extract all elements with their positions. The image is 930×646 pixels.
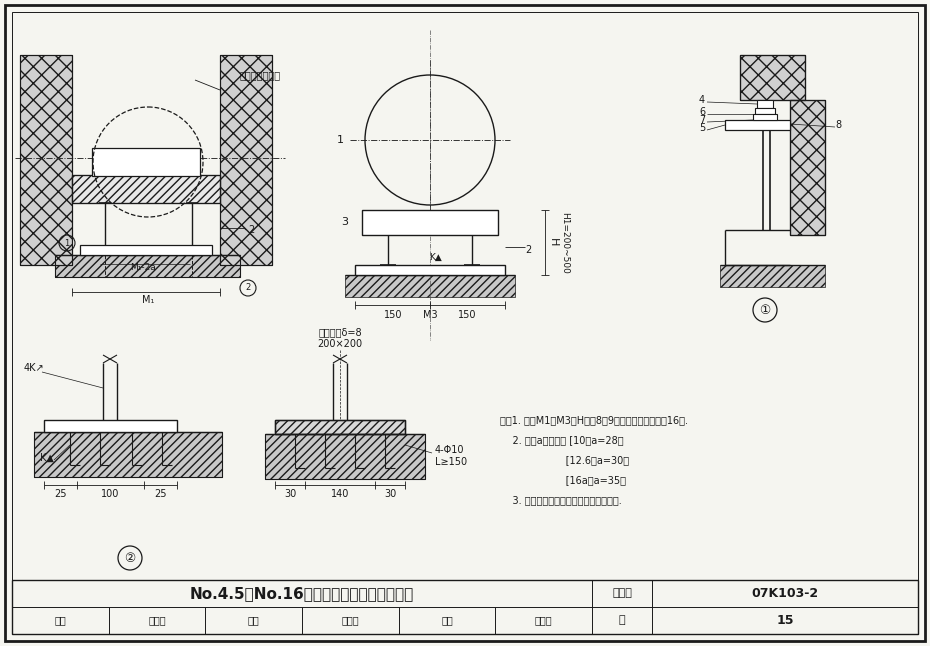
- Text: 3. 支座安装完毕，不得有歪斜扭曲现象.: 3. 支座安装完毕，不得有歪斜扭曲现象.: [500, 495, 622, 505]
- Text: 1: 1: [337, 135, 343, 145]
- Bar: [34, 432, 222, 477]
- Text: 傅建勋: 傅建勋: [148, 616, 166, 625]
- Bar: [740, 55, 805, 100]
- Text: 陈英华: 陈英华: [535, 616, 552, 625]
- Text: 15: 15: [777, 614, 793, 627]
- Text: 图集号: 图集号: [612, 589, 632, 598]
- Bar: [44, 420, 177, 432]
- Text: M₁: M₁: [141, 295, 154, 305]
- Bar: [720, 265, 825, 287]
- Bar: [755, 108, 775, 114]
- Bar: [265, 434, 425, 479]
- Text: 4: 4: [698, 95, 705, 105]
- Bar: [790, 100, 825, 235]
- Bar: [740, 55, 805, 100]
- Text: 4-Φ10: 4-Φ10: [435, 445, 464, 455]
- Bar: [92, 148, 200, 176]
- Text: M3: M3: [423, 310, 437, 320]
- Bar: [72, 175, 220, 203]
- Text: H: H: [548, 238, 558, 247]
- Text: 140: 140: [331, 489, 349, 499]
- Text: [12.6，a=30；: [12.6，a=30；: [500, 455, 629, 465]
- Text: 3: 3: [341, 217, 349, 227]
- Bar: [55, 255, 240, 277]
- Text: H1=200~500: H1=200~500: [561, 211, 569, 273]
- Bar: [275, 420, 405, 434]
- Text: 25: 25: [153, 489, 166, 499]
- Bar: [20, 55, 72, 265]
- Text: 7: 7: [698, 115, 705, 125]
- Text: No.4.5～No.16防烟、排烟风机钔支座安装: No.4.5～No.16防烟、排烟风机钔支座安装: [190, 586, 414, 601]
- Bar: [34, 432, 222, 477]
- Bar: [355, 265, 505, 275]
- Text: L≥150: L≥150: [435, 457, 467, 467]
- Text: 页: 页: [618, 616, 625, 625]
- Bar: [265, 434, 425, 479]
- Bar: [220, 55, 272, 265]
- Text: 2: 2: [246, 284, 250, 293]
- Text: 1: 1: [64, 238, 70, 247]
- Text: ①: ①: [760, 304, 771, 317]
- Text: 4K↗: 4K↗: [24, 363, 45, 373]
- Bar: [790, 100, 825, 235]
- Text: 150: 150: [384, 310, 403, 320]
- Text: 审核: 审核: [55, 616, 66, 625]
- Bar: [12, 580, 918, 634]
- Bar: [345, 275, 515, 297]
- Bar: [220, 55, 272, 265]
- Text: K▲: K▲: [429, 253, 442, 262]
- Text: 注：1. 尺寸M1、M3、H见第8、9页，材料明细表见第16页.: 注：1. 尺寸M1、M3、H见第8、9页，材料明细表见第16页.: [500, 415, 688, 425]
- Text: [16a，a=35；: [16a，a=35；: [500, 475, 626, 485]
- Text: 防火柔性连接管: 防火柔性连接管: [240, 70, 281, 80]
- Text: 30: 30: [384, 489, 396, 499]
- Text: K▲: K▲: [40, 453, 54, 463]
- Text: 姚学宽: 姚学宽: [341, 616, 359, 625]
- Text: 5: 5: [698, 123, 705, 133]
- Text: 8: 8: [835, 120, 841, 130]
- Text: 2: 2: [525, 245, 531, 255]
- Bar: [55, 255, 240, 277]
- Text: 200×200: 200×200: [317, 339, 363, 349]
- Bar: [80, 245, 212, 255]
- Text: M₁-2a: M₁-2a: [130, 264, 156, 273]
- Text: 150: 150: [458, 310, 476, 320]
- Text: 校对: 校对: [247, 616, 259, 625]
- Text: 6: 6: [698, 107, 705, 117]
- Bar: [753, 114, 777, 120]
- Bar: [725, 120, 790, 130]
- Text: 30: 30: [284, 489, 296, 499]
- Text: 100: 100: [100, 489, 119, 499]
- Bar: [362, 210, 498, 235]
- Bar: [757, 100, 773, 108]
- Text: 2: 2: [248, 225, 254, 235]
- Text: 25: 25: [54, 489, 66, 499]
- Text: 预埋钐板δ=8: 预埋钐板δ=8: [318, 327, 362, 337]
- Text: 2. 尺寸a：当槽架 [10，a=28；: 2. 尺寸a：当槽架 [10，a=28；: [500, 435, 624, 445]
- Bar: [20, 55, 72, 265]
- Text: 设计: 设计: [441, 616, 453, 625]
- Bar: [275, 420, 405, 434]
- Bar: [72, 175, 220, 203]
- Bar: [362, 210, 498, 235]
- Text: 07K103-2: 07K103-2: [751, 587, 818, 600]
- Text: ②: ②: [125, 552, 136, 565]
